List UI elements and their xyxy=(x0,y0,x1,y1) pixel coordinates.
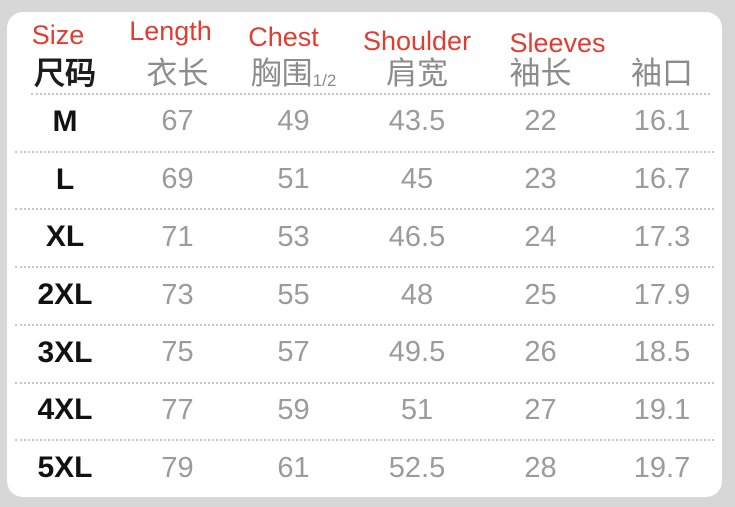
shoulder-value: 45 xyxy=(400,163,434,196)
length-value: 73 xyxy=(161,278,194,311)
en-label-length: Length xyxy=(129,15,212,46)
size-label: XL xyxy=(45,220,85,254)
sleeves-value: 25 xyxy=(524,278,557,311)
length-value: 77 xyxy=(161,393,194,426)
chest-value: 49 xyxy=(277,105,310,138)
shoulder-value: 51 xyxy=(400,393,434,426)
chest-value: 61 xyxy=(277,451,310,484)
english-label-row: Size Length Chest Shoulder Sleeves xyxy=(7,15,722,58)
chest-value: 53 xyxy=(277,220,310,253)
en-label-chest: Chest xyxy=(248,21,319,52)
en-label-shoulder: Shoulder xyxy=(362,25,472,56)
sleeves-value: 28 xyxy=(524,451,557,484)
size-label: L xyxy=(55,162,75,196)
chest-fraction-label: 1/2 xyxy=(312,70,337,90)
sleeves-value: 23 xyxy=(524,163,557,196)
length-value: 79 xyxy=(161,451,194,484)
sleeves-value: 24 xyxy=(524,220,557,253)
length-value: 69 xyxy=(161,163,194,196)
size-chart-card: Size Length Chest Shoulder Sleeves 尺码 衣长… xyxy=(7,12,722,497)
size-row-5xl: 5XL 79 61 52.5 28 19.7 xyxy=(7,439,722,497)
size-row-m: M 67 49 43.5 22 16.1 xyxy=(7,93,722,151)
size-row-xl: XL 71 53 46.5 24 17.3 xyxy=(7,208,722,266)
chest-value: 59 xyxy=(277,393,310,426)
cuff-value: 16.1 xyxy=(633,105,691,138)
cuff-value: 16.7 xyxy=(633,163,691,196)
header-size-zh: 尺码 xyxy=(34,55,96,91)
length-value: 67 xyxy=(161,105,194,138)
shoulder-value: 48 xyxy=(400,278,434,311)
cuff-value: 19.1 xyxy=(633,393,691,426)
size-chart-header: Size Length Chest Shoulder Sleeves 尺码 衣长… xyxy=(7,12,722,93)
header-shoulder-zh: 肩宽 xyxy=(386,55,448,91)
sleeves-value: 27 xyxy=(524,393,557,426)
size-row-2xl: 2XL 73 55 48 25 17.9 xyxy=(7,266,722,324)
length-value: 75 xyxy=(161,336,194,369)
size-chart-body: M 67 49 43.5 22 16.1 L 69 51 45 23 16.7 … xyxy=(7,93,722,497)
size-label: 4XL xyxy=(37,393,93,427)
size-row-l: L 69 51 45 23 16.7 xyxy=(7,150,722,209)
sleeves-value: 26 xyxy=(524,336,557,369)
header-length-zh: 衣长 xyxy=(146,55,209,91)
chinese-header-row: 尺码 衣长 胸围 1/2 肩宽 袖长 袖口 xyxy=(7,48,722,92)
chest-value: 55 xyxy=(277,278,310,311)
chest-value: 57 xyxy=(277,336,310,369)
shoulder-value: 46.5 xyxy=(388,220,446,253)
cuff-value: 18.5 xyxy=(633,336,691,369)
chest-value: 51 xyxy=(277,163,310,196)
en-label-size: Size xyxy=(31,19,85,50)
header-cuff-zh: 袖口 xyxy=(631,55,693,91)
size-label: M xyxy=(52,104,78,138)
size-row-3xl: 3XL 75 57 49.5 26 18.5 xyxy=(7,323,722,382)
header-sleeves-zh: 袖长 xyxy=(509,55,572,91)
shoulder-value: 52.5 xyxy=(388,451,446,484)
size-label: 5XL xyxy=(37,451,93,485)
cuff-value: 19.7 xyxy=(633,451,691,484)
shoulder-value: 49.5 xyxy=(388,336,446,369)
cuff-value: 17.3 xyxy=(633,220,691,253)
header-chest-zh: 胸围 xyxy=(250,55,313,91)
cuff-value: 17.9 xyxy=(633,278,691,311)
en-label-sleeves: Sleeves xyxy=(509,27,606,58)
size-label: 3XL xyxy=(37,335,93,369)
size-row-4xl: 4XL 77 59 51 27 19.1 xyxy=(7,381,722,440)
length-value: 71 xyxy=(161,220,194,253)
size-label: 2XL xyxy=(37,278,93,312)
shoulder-value: 43.5 xyxy=(388,105,446,138)
sleeves-value: 22 xyxy=(524,105,557,138)
